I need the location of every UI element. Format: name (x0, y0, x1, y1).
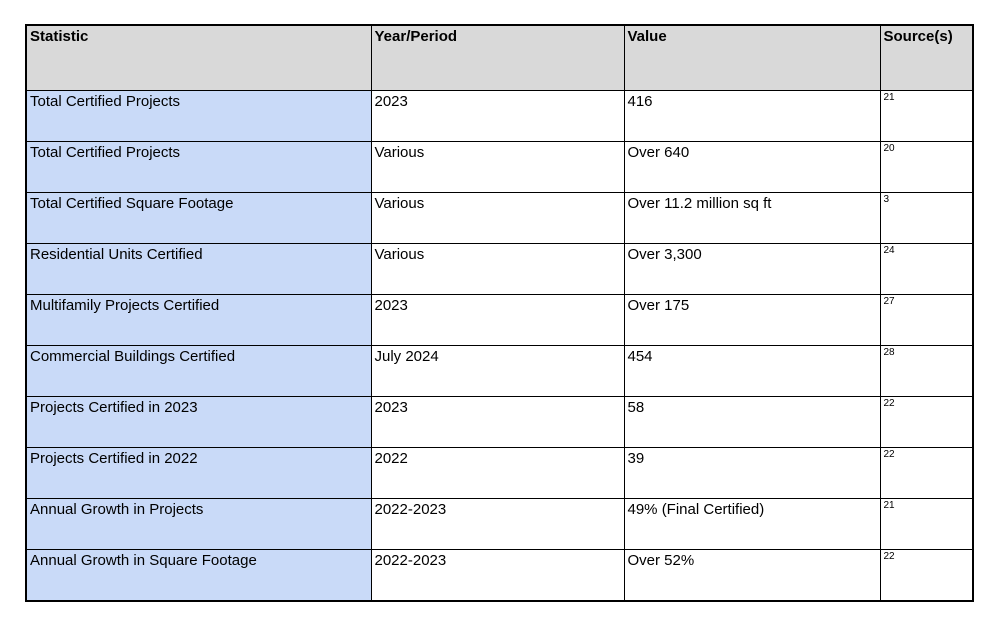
year-period-cell: Various (370, 192, 625, 244)
statistic-cell: Total Certified Projects (25, 90, 372, 142)
statistic-cell: Projects Certified in 2022 (25, 447, 372, 499)
table-row: Projects Certified in 2022 2022 39 22 (25, 447, 974, 499)
year-period-cell: 2023 (370, 90, 625, 142)
source-citation-superscript: 27 (883, 296, 895, 307)
year-period-cell: Various (370, 141, 625, 193)
header-cell-value: Value (623, 24, 881, 91)
table-body: Total Certified Projects 2023 416 21 Total C… (25, 90, 974, 602)
source-citation-superscript: 20 (883, 143, 895, 154)
source-cell: 20 (879, 141, 974, 193)
source-citation-superscript: 21 (883, 92, 895, 103)
value-cell: Over 52% (623, 549, 881, 602)
source-cell: 22 (879, 447, 974, 499)
value-cell: Over 640 (623, 141, 881, 193)
header-cell-statistic: Statistic (25, 24, 372, 91)
source-citation-superscript: 22 (883, 449, 895, 460)
value-cell: Over 11.2 million sq ft (623, 192, 881, 244)
value-cell: 39 (623, 447, 881, 499)
statistic-cell: Commercial Buildings Certified (25, 345, 372, 397)
value-cell: Over 175 (623, 294, 881, 346)
year-period-cell: 2022 (370, 447, 625, 499)
value-cell: 58 (623, 396, 881, 448)
source-citation-superscript: 22 (883, 551, 895, 562)
table-row: Total Certified Square Footage Various Ove… (25, 192, 974, 244)
source-cell: 22 (879, 549, 974, 602)
source-cell: 21 (879, 498, 974, 550)
table-row: Residential Units Certified Various Over 3… (25, 243, 974, 295)
year-period-cell: 2023 (370, 294, 625, 346)
source-cell: 22 (879, 396, 974, 448)
statistic-cell: Total Certified Projects (25, 141, 372, 193)
header-row: Statistic Year/Period Value Source(s) (25, 24, 974, 91)
table-row: Total Certified Projects Various Over 640 2… (25, 141, 974, 193)
statistic-cell: Annual Growth in Projects (25, 498, 372, 550)
source-cell: 28 (879, 345, 974, 397)
statistic-cell: Residential Units Certified (25, 243, 372, 295)
year-period-cell: 2022-2023 (370, 498, 625, 550)
table-header: Statistic Year/Period Value Source(s) (25, 24, 974, 91)
year-period-cell: Various (370, 243, 625, 295)
year-period-cell: July 2024 (370, 345, 625, 397)
statistics-table: Statistic Year/Period Value Source(s) To… (25, 24, 974, 602)
source-cell: 27 (879, 294, 974, 346)
table-row: Projects Certified in 2023 2023 58 22 (25, 396, 974, 448)
header-cell-year-period: Year/Period (370, 24, 625, 91)
source-citation-superscript: 22 (883, 398, 895, 409)
source-citation-superscript: 28 (883, 347, 895, 358)
source-cell: 21 (879, 90, 974, 142)
header-cell-sources: Source(s) (879, 24, 974, 91)
year-period-cell: 2022-2023 (370, 549, 625, 602)
source-citation-superscript: 24 (883, 245, 895, 256)
value-cell: Over 3,300 (623, 243, 881, 295)
value-cell: 49% (Final Certified) (623, 498, 881, 550)
table-row: Commercial Buildings Certified July 2024 4… (25, 345, 974, 397)
year-period-cell: 2023 (370, 396, 625, 448)
statistic-cell: Projects Certified in 2023 (25, 396, 372, 448)
value-cell: 454 (623, 345, 881, 397)
statistic-cell: Multifamily Projects Certified (25, 294, 372, 346)
statistic-cell: Total Certified Square Footage (25, 192, 372, 244)
source-cell: 24 (879, 243, 974, 295)
statistic-cell: Annual Growth in Square Footage (25, 549, 372, 602)
value-cell: 416 (623, 90, 881, 142)
source-cell: 3 (879, 192, 974, 244)
table-row: Annual Growth in Square Footage 2022-2023… (25, 549, 974, 602)
table-row: Annual Growth in Projects 2022-2023 49% (F… (25, 498, 974, 550)
source-citation-superscript: 3 (883, 194, 890, 205)
table-row: Multifamily Projects Certified 2023 Over 1… (25, 294, 974, 346)
source-citation-superscript: 21 (883, 500, 895, 511)
table-row: Total Certified Projects 2023 416 21 (25, 90, 974, 142)
